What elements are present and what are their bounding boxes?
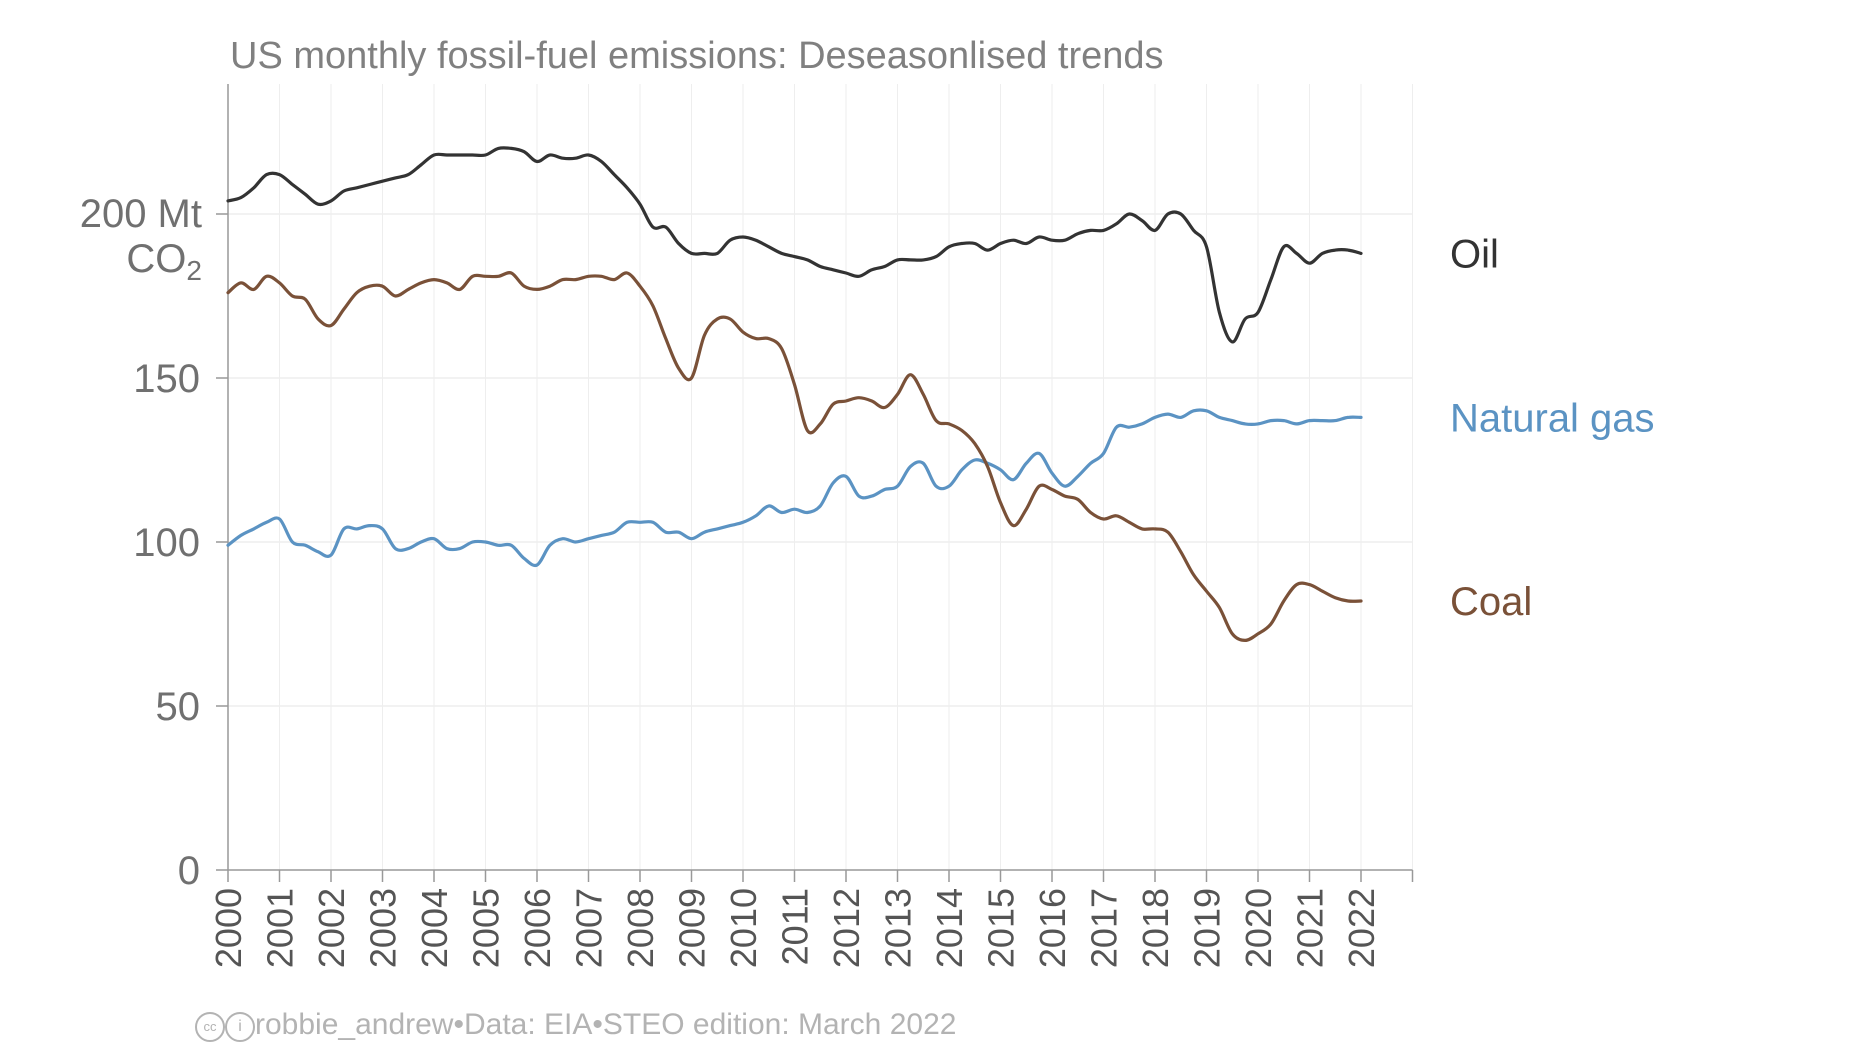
series-line-natural-gas xyxy=(226,408,1363,568)
footer: cc i robbie_andrew•Data: EIA•STEO edition:… xyxy=(195,1008,956,1042)
y-axis: 200 Mt CO2 0 50 100 150 xyxy=(80,84,229,893)
series-label-coal: Coal xyxy=(1450,580,1532,624)
grid xyxy=(227,84,1413,871)
x-tick-label: 2020 xyxy=(1238,888,1279,968)
y-tick-label: 150 xyxy=(133,357,200,401)
x-tick-label: 2013 xyxy=(878,888,919,968)
series-line-oil xyxy=(226,146,1363,344)
x-tick-label: 2019 xyxy=(1187,888,1228,968)
attribution-icon: i xyxy=(225,1012,255,1042)
series-line-coal xyxy=(226,271,1363,642)
separator-dot: • xyxy=(592,1008,603,1041)
y-tick-label: 50 xyxy=(156,685,201,729)
x-tick-label: 2015 xyxy=(981,888,1022,968)
series-label-oil: Oil xyxy=(1450,232,1499,276)
y-axis-top-label: 200 Mt xyxy=(80,192,202,236)
x-tick-label: 2017 xyxy=(1084,888,1125,968)
series-label-natural-gas: Natural gas xyxy=(1450,396,1655,440)
x-tick-label: 2002 xyxy=(311,888,352,968)
x-tick-label: 2003 xyxy=(363,888,404,968)
x-tick-label: 2021 xyxy=(1290,888,1331,968)
cc-icon: cc xyxy=(195,1012,225,1042)
x-axis: 2000 2001 2002 2003 2004 2005 2006 2007 2008 2009… xyxy=(208,869,1414,968)
edition-label: STEO edition: March 2022 xyxy=(602,1008,957,1041)
x-tick-label: 2000 xyxy=(208,888,249,968)
x-tick-label: 2018 xyxy=(1135,888,1176,968)
y-tick-label: 0 xyxy=(178,849,200,893)
series-group xyxy=(226,146,1363,642)
series-labels: Oil Natural gas Coal xyxy=(1450,232,1655,624)
y-axis-unit-label: CO2 xyxy=(126,237,202,286)
chart: US monthly fossil-fuel emissions: Deseas… xyxy=(80,35,1655,968)
x-tick-label: 2010 xyxy=(723,888,764,968)
x-tick-label: 2008 xyxy=(620,888,661,968)
y-tick-label: 100 xyxy=(133,521,200,565)
author-name: robbie_andrew xyxy=(255,1008,454,1041)
x-tick-label: 2001 xyxy=(260,888,301,968)
data-source: Data: EIA xyxy=(464,1008,593,1041)
x-tick-label: 2005 xyxy=(466,888,507,968)
x-tick-label: 2004 xyxy=(414,888,455,968)
x-tick-label: 2012 xyxy=(826,888,867,968)
x-tick-label: 2016 xyxy=(1032,888,1073,968)
x-tick-label: 2014 xyxy=(929,888,970,968)
chart-title: US monthly fossil-fuel emissions: Deseas… xyxy=(230,35,1164,77)
x-tick-label: 2006 xyxy=(517,888,558,968)
x-tick-label: 2011 xyxy=(775,888,816,965)
x-tick-label: 2007 xyxy=(569,888,610,968)
x-tick-label: 2022 xyxy=(1341,888,1382,968)
separator-dot: • xyxy=(453,1008,464,1041)
x-tick-label: 2009 xyxy=(672,888,713,968)
